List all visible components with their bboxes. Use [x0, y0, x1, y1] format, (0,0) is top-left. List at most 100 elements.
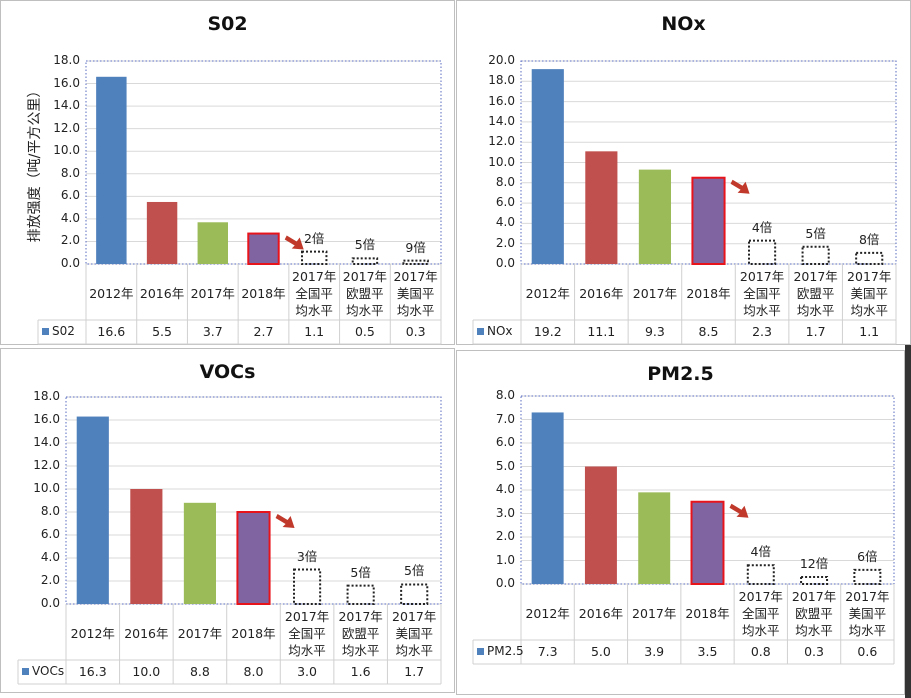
category-text: 2017年欧盟平均水平: [791, 588, 837, 638]
chart-canvas: [472, 395, 895, 665]
y-tick-label: 12.0: [488, 134, 515, 149]
chart-title: NOx: [661, 13, 706, 35]
category-text: 2012年: [525, 285, 570, 301]
legend-label: NOx: [487, 324, 513, 338]
y-tick-label: 10.0: [53, 143, 80, 158]
category-text: 2012年: [525, 605, 570, 621]
value-label: 0.5: [354, 324, 375, 339]
y-tick-label: 12.0: [33, 458, 60, 472]
bar: [585, 151, 618, 264]
category-label: 2017年美国平均水平: [390, 266, 441, 320]
category-text: 2017年: [632, 285, 678, 301]
y-tick-label: 2.0: [60, 233, 80, 248]
bar: [801, 245, 830, 265]
legend-entry: S02: [42, 324, 75, 338]
bar: [746, 564, 775, 585]
bar: [855, 251, 884, 266]
value-label: 1.6: [350, 664, 371, 679]
category-text: 2018年: [686, 285, 731, 301]
bar: [691, 176, 726, 266]
bar: [638, 169, 671, 264]
category-text: 2017年: [632, 605, 677, 621]
bar: [301, 250, 328, 266]
value-label: 19.2: [533, 324, 562, 339]
chart-vocs: VOCs 0.0 2.0 4.0 6.0 8.0 10.0 12.0 14.0 16.0 18.0 2…: [0, 348, 455, 693]
bar: [400, 583, 429, 605]
bar: [293, 568, 322, 605]
y-tick-label: 4.0: [495, 215, 515, 230]
y-tick-label: 2.0: [495, 529, 515, 543]
y-tick-label: 2.0: [495, 235, 515, 250]
category-label: 2017年: [187, 266, 238, 320]
category-label: 2017年全国平均水平: [280, 606, 334, 660]
value-label: 0.6: [857, 644, 878, 659]
bar: [531, 412, 564, 584]
category-label: 2012年: [521, 266, 575, 320]
plot-area: [520, 60, 897, 265]
y-tick-label: 10.0: [488, 154, 515, 169]
value-label: 5.0: [590, 644, 611, 659]
chart-so2: S02 0.0 2.0 4.0 6.0 8.0 10.0 12.0 14.0 16.0 18.0 20…: [0, 0, 455, 345]
category-text: 2017年: [190, 285, 235, 301]
category-text: 2018年: [685, 605, 730, 621]
multiple-label: 6倍: [857, 548, 878, 564]
category-label: 2012年: [521, 586, 574, 640]
bar: [96, 76, 127, 265]
y-axis-label: 排放强度（吨/平方公里）: [27, 83, 43, 242]
bar: [351, 257, 379, 266]
category-label: 2012年: [86, 266, 137, 320]
chart-canvas: [472, 60, 897, 345]
chart-canvas: [37, 60, 442, 345]
category-text: 2018年: [241, 285, 286, 301]
category-text: 2016年: [124, 625, 169, 641]
multiple-label: 4倍: [751, 219, 773, 235]
bar: [853, 568, 882, 585]
multiple-label: 9倍: [405, 239, 426, 255]
multiple-label: 5倍: [805, 225, 826, 241]
category-label: 2017年全国平均水平: [734, 586, 787, 640]
legend-marker-icon: [42, 327, 49, 335]
category-label: 2017年欧盟平均水平: [334, 606, 388, 660]
multiple-label: 8倍: [858, 231, 880, 247]
multiple-label: 5倍: [350, 564, 371, 580]
legend-marker-icon: [477, 327, 484, 335]
bar: [247, 232, 280, 266]
category-label: 2017年: [628, 586, 681, 640]
category-label: 2016年: [137, 266, 188, 320]
category-text: 2017年美国平均水平: [845, 588, 890, 638]
value-label: 10.0: [132, 664, 161, 679]
y-tick-label: 16.0: [53, 75, 80, 90]
category-text: 2017年美国平均水平: [847, 268, 892, 318]
multiple-label: 3倍: [296, 548, 318, 564]
category-text: 2016年: [579, 285, 624, 301]
value-label: 8.5: [698, 324, 719, 339]
value-label: 3.0: [297, 664, 317, 679]
bar: [130, 489, 163, 604]
y-tick-label: 18.0: [53, 53, 80, 67]
category-text: 2016年: [139, 285, 185, 301]
chart-pm25: PM2.5 0.0 1.0 2.0 3.0 4.0 5.0 6.0 7.0 8.0 2012年 7.3…: [456, 350, 905, 695]
legend-marker-icon: [22, 667, 29, 675]
bar: [690, 500, 725, 585]
chart-title: S02: [207, 13, 248, 35]
category-text: 2012年: [70, 625, 115, 641]
value-label: 3.5: [697, 644, 718, 659]
y-tick-label: 18.0: [488, 73, 515, 88]
y-tick-label: 8.0: [40, 504, 60, 518]
chart-title: PM2.5: [647, 363, 714, 385]
y-tick-label: 6.0: [40, 527, 60, 541]
category-text: 2017年欧盟平均水平: [342, 268, 388, 318]
value-label: 1.1: [304, 324, 325, 339]
value-label: 1.1: [859, 324, 880, 339]
y-tick-label: 6.0: [60, 188, 80, 203]
window-edge: [905, 345, 911, 698]
legend-label: PM2.5: [487, 644, 524, 658]
value-label: 16.3: [78, 664, 107, 679]
y-tick-label: 12.0: [53, 120, 80, 135]
category-text: 2017年欧盟平均水平: [338, 608, 383, 658]
category-text: 2017年全国平均水平: [739, 268, 785, 318]
value-label: 0.3: [405, 324, 426, 339]
y-tick-label: 20.0: [488, 53, 515, 67]
category-label: 2018年: [227, 606, 281, 660]
y-tick-label: 4.0: [40, 550, 60, 564]
